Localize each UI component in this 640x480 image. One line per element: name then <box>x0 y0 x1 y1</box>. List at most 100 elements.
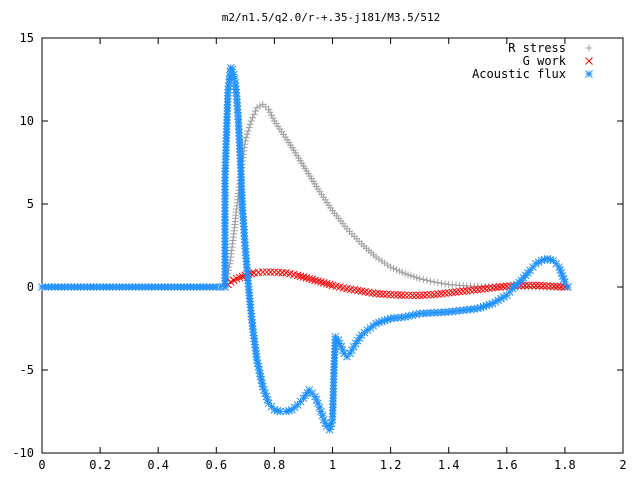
data-point-stroke <box>531 281 540 290</box>
data-point-interp-stroke <box>267 402 276 411</box>
data-point-interp <box>244 276 252 285</box>
data-point-interp-stroke <box>327 419 336 427</box>
data-point-interp <box>330 369 338 377</box>
data-point-interp <box>339 283 348 292</box>
data-point-interp <box>433 290 442 298</box>
x-tick-label: 0 <box>38 458 45 472</box>
data-point-interp-stroke <box>426 309 435 317</box>
data-point-interp-stroke <box>262 268 271 276</box>
data-point <box>444 288 453 297</box>
x-tick-label: 1.4 <box>438 458 460 472</box>
data-point-interp <box>242 134 250 142</box>
data-point-interp <box>246 120 254 128</box>
data-point-interp <box>370 251 378 259</box>
data-point-interp <box>233 108 242 117</box>
data-point-interp <box>423 291 431 299</box>
data-point-interp <box>296 272 305 281</box>
data-point-interp <box>241 140 249 148</box>
x-tick-label: 0.8 <box>264 458 286 472</box>
series-g-work <box>221 268 572 300</box>
data-point-interp <box>470 305 478 313</box>
data-point-interp <box>426 290 435 299</box>
data-point-interp <box>553 282 562 291</box>
data-point-interp <box>278 268 287 277</box>
data-point-interp <box>354 286 362 295</box>
y-tick-label: -5 <box>20 363 34 377</box>
data-point-interp <box>325 280 334 289</box>
data-point-interp <box>412 291 420 300</box>
data-point-interp-stroke <box>529 263 537 271</box>
data-point-interp-stroke <box>470 286 478 294</box>
x-tick-label: 1.2 <box>380 458 402 472</box>
x-tick-label: 1.6 <box>496 458 518 472</box>
data-point-interp <box>355 237 363 245</box>
data-point-stroke <box>305 274 314 283</box>
data-point-interp <box>559 275 568 283</box>
data-point-interp <box>398 268 406 276</box>
data-point-interp <box>327 204 335 212</box>
data-point <box>416 275 424 283</box>
data-point-stroke <box>270 268 279 276</box>
data-point-interp-stroke <box>256 372 265 381</box>
data-point-interp-stroke <box>93 283 101 291</box>
data-point-interp-stroke <box>318 411 327 420</box>
data-point-interp-stroke <box>539 281 547 290</box>
data-point <box>531 281 540 290</box>
data-point-interp <box>252 107 260 115</box>
data-point-interp <box>296 397 305 406</box>
data-point-stroke <box>546 282 555 291</box>
data-point-stroke <box>317 278 325 286</box>
data-point-interp-stroke <box>330 369 338 377</box>
data-point <box>317 278 325 286</box>
data-point-interp-stroke <box>221 176 229 185</box>
data-point-interp-stroke <box>289 270 298 279</box>
data-point <box>305 274 314 283</box>
y-tick-label: 5 <box>27 197 34 211</box>
data-point-interp-stroke <box>311 276 319 285</box>
data-point-interp-stroke <box>273 406 282 415</box>
data-point-interp-stroke <box>236 167 245 175</box>
data-point-interp-stroke <box>394 291 402 299</box>
series-layer <box>38 64 572 434</box>
data-point-interp <box>383 290 391 299</box>
data-point-interp-stroke <box>235 135 244 144</box>
data-point-interp <box>437 279 445 287</box>
data-point-interp <box>384 261 392 269</box>
data-point-interp-stroke <box>257 376 266 384</box>
data-point-interp <box>289 270 298 279</box>
data-point-interp-stroke <box>369 321 378 330</box>
data-point-interp <box>427 277 435 285</box>
data-point-interp-stroke <box>238 200 247 209</box>
data-point-interp-stroke <box>557 282 566 291</box>
data-point-interp-stroke <box>397 313 406 322</box>
data-point-interp <box>258 379 266 388</box>
data-point-interp-stroke <box>437 308 446 317</box>
data-point-interp <box>419 309 428 318</box>
data-point-interp <box>524 281 533 290</box>
data-point-interp-stroke <box>232 88 241 97</box>
data-point-interp <box>232 88 241 97</box>
data-point-interp <box>250 110 258 118</box>
data-point-stroke <box>276 407 285 416</box>
data-point-interp-stroke <box>455 287 464 296</box>
data-point-stroke <box>282 407 290 416</box>
data-point-interp <box>262 103 270 111</box>
data-point-interp-stroke <box>559 275 568 283</box>
data-point-stroke <box>543 254 552 263</box>
data-point-interp <box>410 273 418 281</box>
data-point-interp <box>249 114 257 122</box>
data-point-interp-stroke <box>368 289 377 297</box>
data-point-interp <box>263 396 272 404</box>
data-point-interp <box>216 283 225 291</box>
data-point-interp-stroke <box>552 259 561 268</box>
data-point-interp-stroke <box>241 241 249 250</box>
data-point-interp <box>434 279 442 287</box>
data-point-interp <box>379 290 388 298</box>
data-point-interp-stroke <box>331 335 340 344</box>
data-point <box>253 104 261 112</box>
y-tick-label: 0 <box>27 280 34 294</box>
data-point-interp-stroke <box>314 277 322 286</box>
data-point-interp-stroke <box>302 274 311 282</box>
y-tick-label: -10 <box>12 446 34 460</box>
